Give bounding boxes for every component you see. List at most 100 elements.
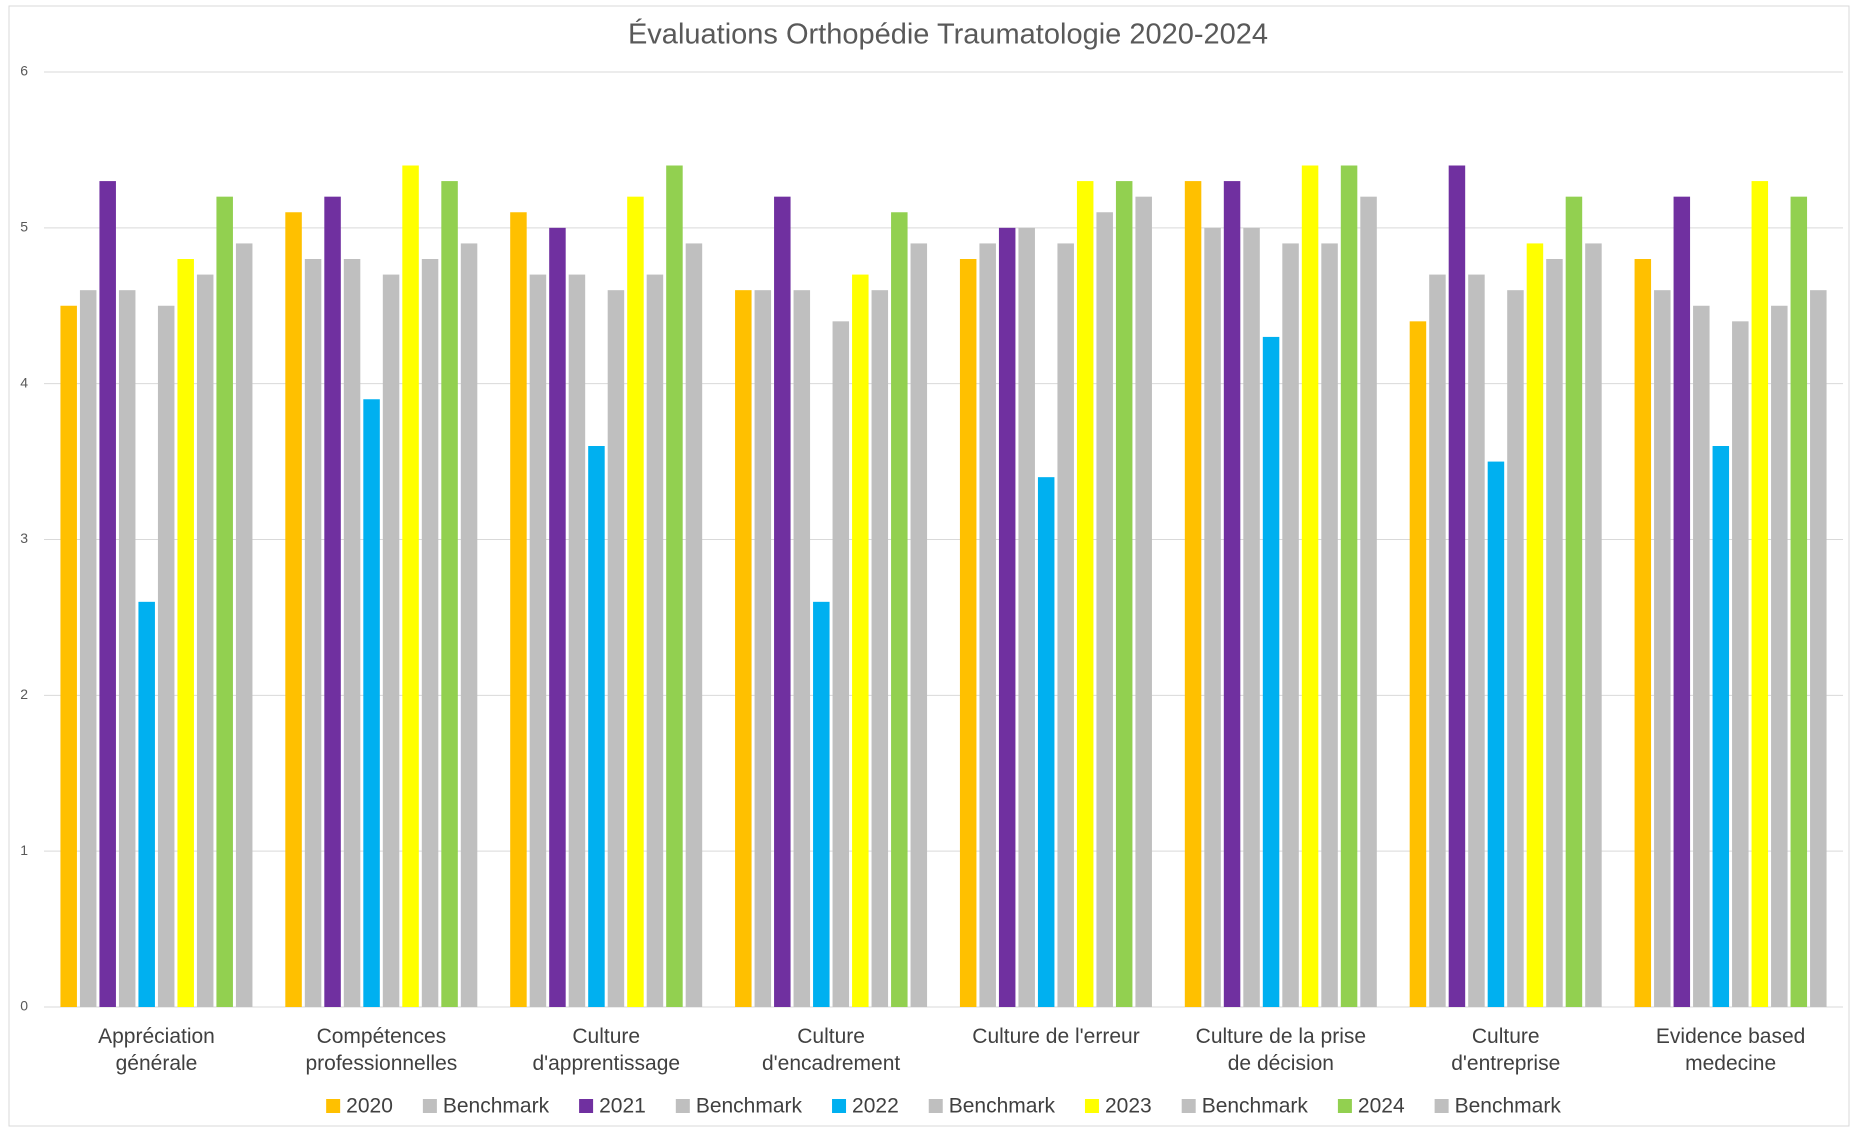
legend-swatch (422, 1099, 437, 1113)
bar (1037, 477, 1055, 1008)
bar (813, 601, 830, 1007)
bar (998, 227, 1016, 1008)
bar (60, 305, 77, 1007)
x-tick-label: Culture d'entreprise (1451, 1025, 1561, 1075)
bar (1360, 196, 1377, 1007)
bar (1340, 165, 1358, 1007)
bar (157, 305, 175, 1007)
x-tick-label: Evidence based medecine (1655, 1025, 1806, 1075)
bar (1790, 196, 1808, 1007)
bar (382, 274, 400, 1007)
bar (774, 196, 791, 1007)
bar (304, 259, 322, 1007)
legend-swatch (1084, 1099, 1099, 1113)
bar (529, 274, 547, 1007)
bar (1732, 321, 1749, 1007)
bar (216, 196, 233, 1007)
x-tick-label: Culture d'encadrement (761, 1025, 901, 1075)
bar (285, 212, 302, 1007)
bar (1654, 290, 1671, 1008)
y-tick-label: 3 (20, 530, 28, 546)
bar (910, 243, 928, 1007)
bar (402, 165, 419, 1007)
bar (1301, 165, 1319, 1007)
y-tick-label: 4 (20, 374, 28, 390)
y-tick-label: 2 (20, 686, 28, 702)
bar (363, 399, 380, 1007)
bar (1135, 196, 1152, 1007)
x-tick-label: Culture d'apprentissage (532, 1025, 681, 1075)
legend-swatch (832, 1099, 847, 1113)
chart-title: Évaluations Orthopédie Traumatologie 202… (628, 18, 1268, 51)
bar (646, 274, 664, 1007)
legend-label: 2023 (1105, 1095, 1152, 1118)
bar (460, 243, 478, 1007)
y-tick-label: 5 (20, 219, 28, 235)
bar (979, 243, 996, 1007)
legend-label: 2021 (599, 1095, 646, 1118)
legend-swatch (928, 1099, 943, 1113)
bar (1184, 181, 1202, 1008)
chart-border (8, 5, 1850, 1127)
x-tick-label: Appréciation générale (98, 1025, 215, 1075)
bar (666, 165, 683, 1007)
bar (324, 196, 341, 1007)
bar (1409, 321, 1427, 1007)
bar (754, 290, 772, 1008)
bar (959, 259, 977, 1007)
legend-swatch (675, 1099, 690, 1113)
bar (1693, 305, 1710, 1007)
bar (421, 259, 439, 1007)
bar (685, 243, 703, 1007)
x-tick-label: Culture de la prise de décision (1195, 1025, 1367, 1075)
bar (1810, 290, 1827, 1008)
bar (891, 212, 908, 1007)
bar (1321, 243, 1338, 1007)
legend-swatch (1181, 1099, 1196, 1113)
y-tick-label: 6 (20, 63, 28, 79)
bar (607, 290, 625, 1008)
y-tick-label: 0 (20, 998, 28, 1014)
bar (177, 259, 194, 1007)
bar (510, 212, 527, 1007)
bar (1565, 196, 1583, 1007)
bar (1429, 274, 1446, 1007)
x-tick-label: Compétences professionnelles (305, 1025, 458, 1075)
bar (1771, 305, 1788, 1007)
bar (79, 290, 97, 1008)
bar (871, 290, 889, 1008)
bar (1057, 243, 1074, 1007)
bar (1096, 212, 1113, 1007)
legend-label: Benchmark (949, 1095, 1056, 1118)
bar (588, 446, 605, 1007)
bar (1115, 181, 1133, 1008)
bar (549, 227, 566, 1008)
bar (1262, 336, 1280, 1008)
bar (832, 321, 850, 1007)
legend-label: Benchmark (1455, 1095, 1562, 1118)
bar (1712, 446, 1730, 1007)
legend-label: 2022 (852, 1095, 899, 1118)
bar (1585, 243, 1602, 1007)
legend-swatch (1337, 1099, 1352, 1113)
bar (1507, 290, 1524, 1008)
legend-swatch (326, 1099, 341, 1113)
bar (735, 290, 752, 1008)
bar (1243, 227, 1260, 1008)
legend-label: Benchmark (696, 1095, 803, 1118)
bar (1751, 181, 1769, 1008)
bar (1526, 243, 1544, 1007)
bar (793, 290, 811, 1008)
bar (1223, 181, 1241, 1008)
bar (1487, 461, 1505, 1007)
bar (196, 274, 214, 1007)
bar (1634, 259, 1652, 1007)
bar (1448, 165, 1466, 1007)
bar (1018, 227, 1035, 1008)
bar (1673, 196, 1691, 1007)
bar (1468, 274, 1485, 1007)
bar (568, 274, 586, 1007)
bar (343, 259, 361, 1007)
